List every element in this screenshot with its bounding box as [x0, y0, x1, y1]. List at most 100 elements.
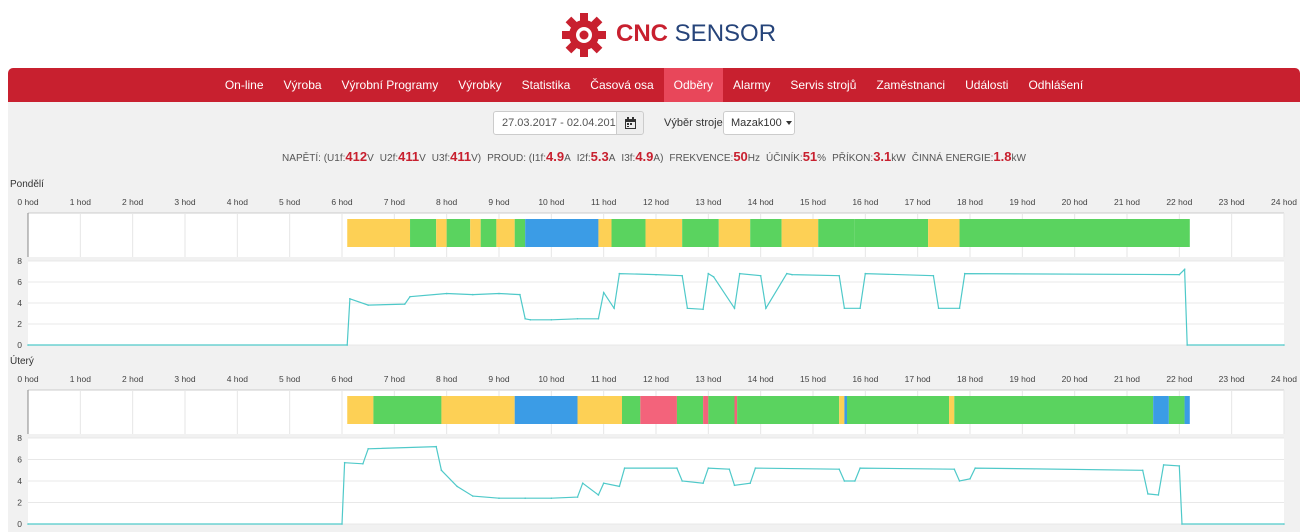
stat-unit: V): [471, 153, 482, 164]
series-point: [404, 303, 406, 305]
nav-item-9[interactable]: Zaměstnanci: [876, 78, 946, 92]
series-point: [963, 272, 966, 275]
hour-tick-label: 13 hod: [695, 374, 721, 384]
series-point: [681, 480, 683, 482]
timeline-segment-green: [480, 219, 497, 247]
y-tick-label: 6: [17, 277, 22, 287]
series-point: [472, 293, 474, 296]
series-point: [1162, 464, 1165, 466]
hour-tick-label: 5 hod: [279, 374, 301, 384]
hour-tick-label: 4 hod: [227, 197, 249, 207]
series-point: [1283, 344, 1285, 346]
y-tick-label: 4: [17, 298, 22, 308]
timeline-segment-green: [854, 219, 892, 247]
timeline-segment-green: [750, 219, 782, 247]
series-point: [749, 482, 751, 484]
hour-tick-label: 17 hod: [905, 374, 931, 384]
timeline-segment-green: [737, 396, 840, 424]
series-point: [859, 467, 861, 469]
timeline-segment-green: [1168, 396, 1185, 424]
hour-tick-label: 3 hod: [174, 197, 196, 207]
hour-tick-label: 12 hod: [643, 197, 669, 207]
electrical-stats: NAPĚTÍ: (U1f:412V U2f:411V U3f:411V) PROUD:…: [8, 148, 1300, 168]
date-range-input[interactable]: 27.03.2017 - 02.04.2017: [493, 111, 617, 135]
series-point: [712, 275, 715, 278]
series-point: [702, 308, 704, 311]
day-label-monday: Pondělí: [10, 179, 44, 190]
series-point: [346, 344, 349, 346]
hour-tick-label: 21 hod: [1114, 197, 1140, 207]
nav-item-8[interactable]: Servis strojů: [790, 78, 857, 92]
series-point: [367, 304, 369, 306]
hour-tick-label: 24 hod: [1271, 374, 1297, 384]
calendar-button[interactable]: [616, 111, 644, 135]
y-tick-label: 6: [17, 455, 22, 465]
stat-item: ÚČINÍK:51%: [766, 149, 826, 164]
timeline-segment-green: [514, 219, 526, 247]
hour-tick-label: 21 hod: [1114, 374, 1140, 384]
timeline-segment-yellow: [839, 396, 845, 424]
hour-tick-label: 10 hod: [538, 197, 564, 207]
nav-item-6[interactable]: Odběry: [663, 68, 724, 102]
hour-tick-label: 20 hod: [1062, 197, 1088, 207]
nav-item-4[interactable]: Statistika: [521, 78, 571, 92]
series-point: [576, 317, 579, 320]
series-point: [524, 497, 526, 499]
hour-tick-label: 9 hod: [488, 374, 510, 384]
timeline-segment-yellow: [347, 396, 374, 424]
series-point: [838, 274, 840, 277]
stat-item: I3f:4.9A): [621, 149, 663, 164]
timeline-segment-yellow: [645, 219, 683, 247]
series-point: [655, 273, 657, 276]
nav-item-7[interactable]: Alarmy: [733, 78, 771, 92]
timeline-segment-green: [621, 396, 641, 424]
calendar-icon: [625, 117, 636, 129]
hour-tick-label: 4 hod: [227, 374, 249, 384]
machine-select-label: Výběr stroje:: [664, 117, 726, 129]
y-tick-label: 0: [17, 340, 22, 349]
machine-select[interactable]: Mazak100: [723, 111, 795, 135]
nav-item-11[interactable]: Odhlášení: [1028, 78, 1084, 92]
series-point: [581, 482, 584, 484]
nav-item-3[interactable]: Výrobky: [458, 78, 502, 92]
series-point: [864, 272, 867, 275]
stat-unit: V: [419, 153, 426, 164]
series-point: [759, 274, 762, 277]
nav-item-5[interactable]: Časová osa: [590, 78, 654, 92]
stat-value: 4.9: [546, 149, 565, 164]
nav-item-2[interactable]: Výrobní Programy: [341, 78, 439, 92]
series-point: [623, 467, 626, 469]
nav-item-0[interactable]: On-line: [224, 78, 264, 92]
stat-label: U2f:: [379, 153, 399, 164]
timeline-segment-green: [891, 219, 929, 247]
timeline-segment-yellow: [441, 396, 515, 424]
timeline-segment-yellow: [436, 219, 447, 247]
series-point: [791, 273, 793, 276]
series-point: [341, 523, 343, 525]
series-point: [728, 468, 731, 470]
hour-tick-label: 0 hod: [17, 197, 39, 207]
series-point: [456, 485, 458, 488]
series-point: [576, 496, 579, 498]
series-point: [498, 292, 500, 295]
stat-label: PŘÍKON:: [832, 153, 874, 164]
hour-tick-label: 10 hod: [538, 374, 564, 384]
hour-tick-label: 6 hod: [331, 374, 353, 384]
stat-value: 3.1: [873, 149, 892, 164]
series-point: [707, 272, 710, 275]
series-point: [932, 274, 935, 277]
series-point: [349, 298, 351, 300]
machine-select-value: Mazak100: [731, 117, 782, 129]
hour-tick-label: 19 hod: [1009, 374, 1035, 384]
timeline-segment-green: [611, 219, 646, 247]
stat-label: I2f:: [576, 153, 591, 164]
stat-unit: Hz: [747, 153, 761, 164]
stat-label: ČINNÁ ENERGIE:: [911, 153, 994, 164]
series-point: [472, 495, 474, 497]
series-point: [754, 467, 757, 469]
stat-item: FREKVENCE:50Hz: [669, 149, 761, 164]
hour-tick-label: 23 hod: [1219, 197, 1245, 207]
nav-item-10[interactable]: Události: [965, 78, 1009, 92]
stat-value: 50: [733, 149, 748, 164]
nav-item-1[interactable]: Výroba: [283, 78, 322, 92]
